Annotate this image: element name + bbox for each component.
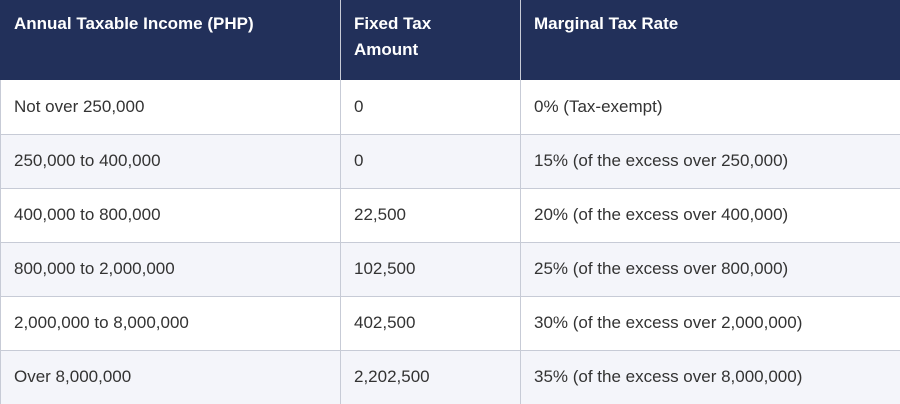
header-row: Annual Taxable Income (PHP) Fixed Tax Am…	[0, 0, 900, 80]
income-bracket-cell: 2,000,000 to 8,000,000	[0, 295, 341, 350]
income-bracket-cell: Over 8,000,000	[0, 349, 341, 404]
header-marginal-tax-rate: Marginal Tax Rate	[520, 0, 900, 80]
table-header: Annual Taxable Income (PHP) Fixed Tax Am…	[0, 0, 900, 80]
income-bracket-cell: 400,000 to 800,000	[0, 187, 341, 242]
header-annual-taxable-income: Annual Taxable Income (PHP)	[0, 0, 341, 80]
fixed-tax-cell: 22,500	[340, 187, 521, 242]
header-fixed-tax-amount: Fixed Tax Amount	[340, 0, 521, 80]
income-bracket-cell: 800,000 to 2,000,000	[0, 241, 341, 296]
table-row: Not over 250,000 0 0% (Tax-exempt)	[0, 80, 900, 134]
marginal-rate-cell: 35% (of the excess over 8,000,000)	[520, 349, 900, 404]
fixed-tax-cell: 402,500	[340, 295, 521, 350]
fixed-tax-cell: 0	[340, 80, 521, 134]
table-row: 250,000 to 400,000 0 15% (of the excess …	[0, 133, 900, 188]
marginal-rate-cell: 30% (of the excess over 2,000,000)	[520, 295, 900, 350]
table-row: Over 8,000,000 2,202,500 35% (of the exc…	[0, 349, 900, 404]
fixed-tax-cell: 102,500	[340, 241, 521, 296]
table-body: Not over 250,000 0 0% (Tax-exempt) 250,0…	[0, 80, 900, 404]
fixed-tax-cell: 2,202,500	[340, 349, 521, 404]
fixed-tax-cell: 0	[340, 133, 521, 188]
marginal-rate-cell: 20% (of the excess over 400,000)	[520, 187, 900, 242]
marginal-rate-cell: 0% (Tax-exempt)	[520, 80, 900, 134]
income-bracket-cell: 250,000 to 400,000	[0, 133, 341, 188]
marginal-rate-cell: 15% (of the excess over 250,000)	[520, 133, 900, 188]
income-bracket-cell: Not over 250,000	[0, 80, 341, 134]
table-row: 400,000 to 800,000 22,500 20% (of the ex…	[0, 187, 900, 242]
marginal-rate-cell: 25% (of the excess over 800,000)	[520, 241, 900, 296]
table-row: 800,000 to 2,000,000 102,500 25% (of the…	[0, 241, 900, 296]
table-row: 2,000,000 to 8,000,000 402,500 30% (of t…	[0, 295, 900, 350]
